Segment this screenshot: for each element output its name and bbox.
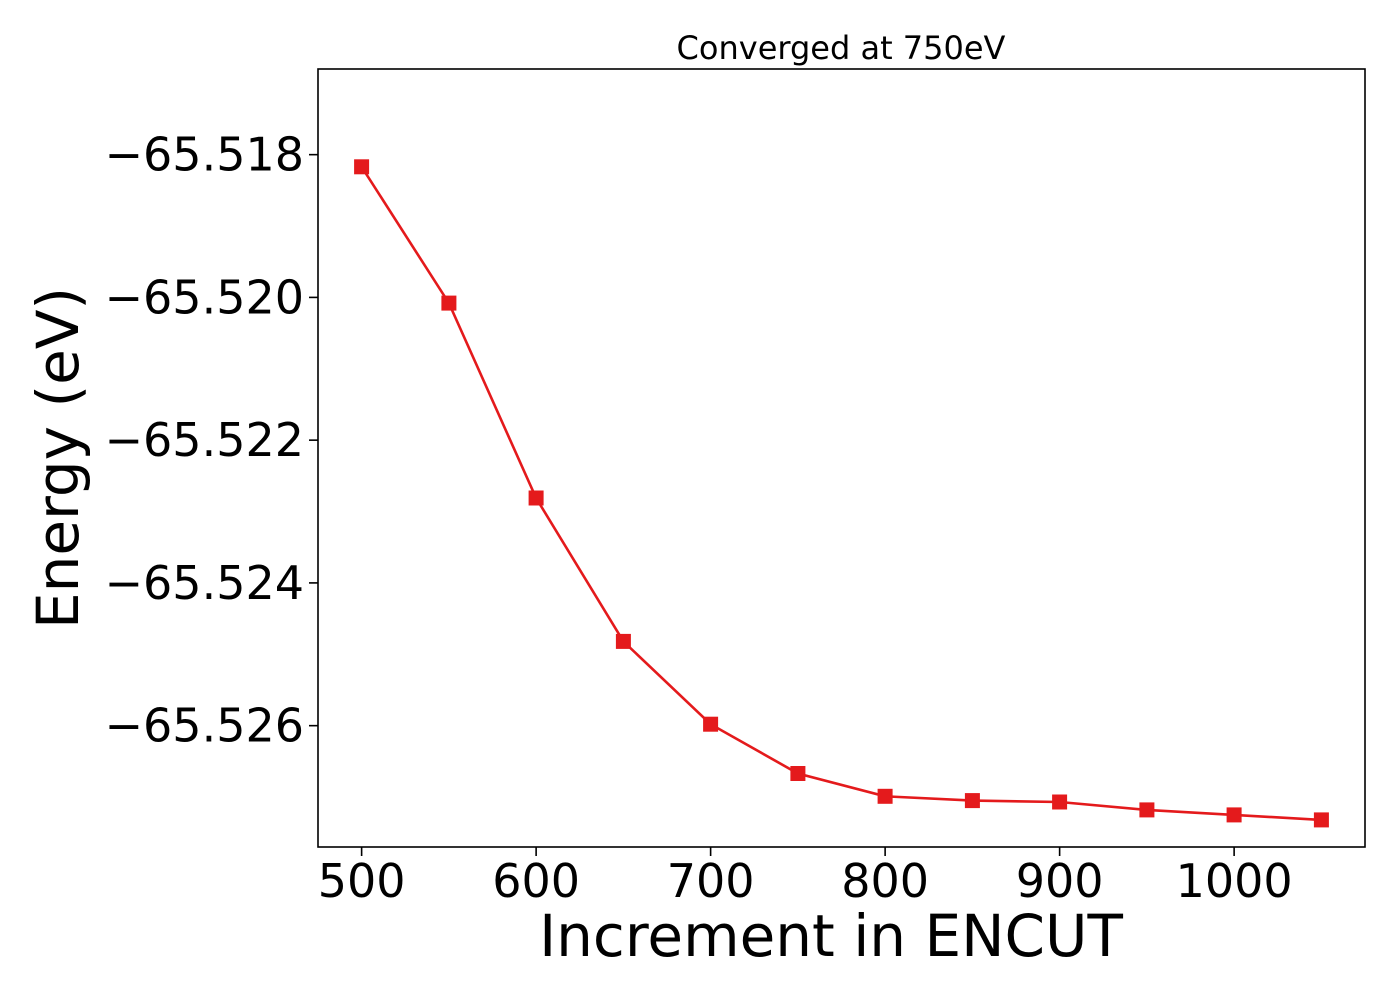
y-tick-label: −65.518 — [105, 128, 305, 182]
data-point — [615, 633, 631, 649]
data-point — [1226, 807, 1242, 823]
data-point — [964, 793, 980, 809]
y-axis: −65.518 −65.520 −65.522 −65.524 −65.526 — [105, 128, 318, 753]
chart-title: Converged at 750eV — [677, 29, 1006, 67]
data-point — [354, 159, 370, 175]
x-tick-label: 900 — [1016, 854, 1104, 908]
plot-area — [317, 68, 1366, 848]
y-tick-label: −65.524 — [105, 556, 305, 610]
y-tick-label: −65.520 — [105, 270, 305, 324]
x-axis-label: Increment in ENCUT — [539, 902, 1123, 970]
data-point — [703, 716, 719, 732]
data-point — [790, 766, 806, 781]
x-tick-label: 700 — [667, 854, 755, 908]
x-tick-label: 600 — [492, 854, 580, 908]
y-tick-label: −65.526 — [105, 699, 305, 753]
y-tick-label: −65.522 — [105, 413, 305, 467]
x-tick-label: 500 — [318, 854, 406, 908]
data-point — [528, 490, 544, 506]
x-axis: 500 600 700 800 900 1000 — [318, 847, 1293, 908]
data-point — [1313, 812, 1329, 828]
data-point — [877, 788, 893, 804]
x-tick-label: 800 — [841, 854, 929, 908]
y-axis-label: Energy (eV) — [24, 287, 92, 629]
series-layer — [354, 159, 1329, 828]
data-point — [1139, 802, 1155, 818]
data-point — [441, 295, 457, 311]
x-tick-label: 1000 — [1176, 854, 1293, 908]
data-point — [1052, 794, 1068, 810]
series-line — [360, 166, 1322, 822]
